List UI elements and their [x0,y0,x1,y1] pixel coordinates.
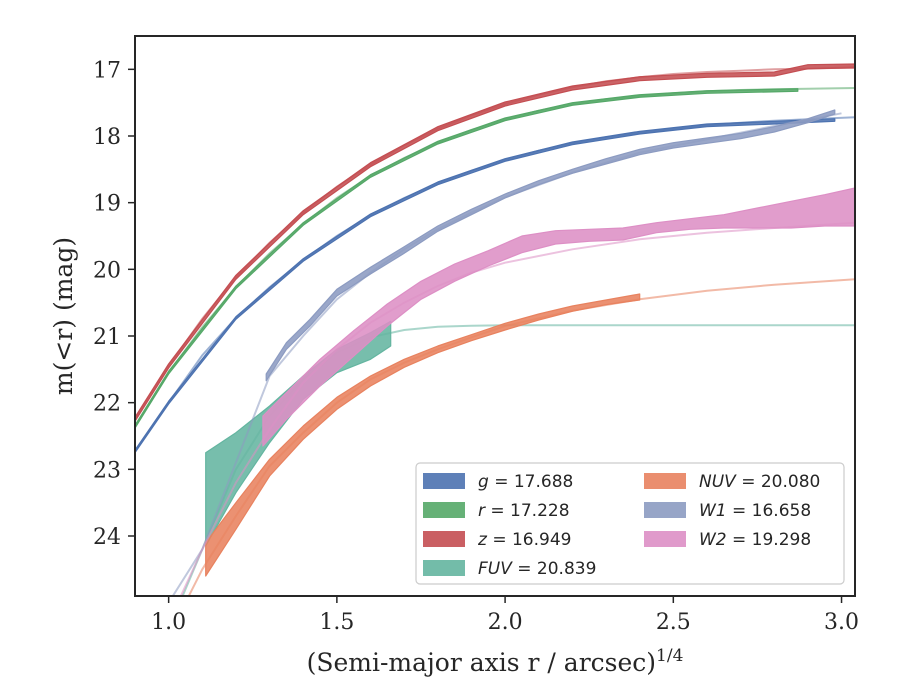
x-tick-label: 3.0 [824,610,859,635]
legend-frame [415,462,845,585]
series-z [135,63,855,422]
legend-swatch-g [423,473,465,489]
series-w1 [171,109,842,596]
data-band-w2 [262,187,855,447]
series-layer [135,63,855,596]
series-r [135,87,855,429]
series-g [135,116,855,454]
legend-label-g: g = 17.688 [478,472,573,492]
x-tick-label: 2.0 [488,610,523,635]
legend-swatch-fuv [423,560,465,576]
y-axis: 17 18 19 20 21 22 23 24 [93,58,135,550]
legend-swatch-w1 [644,502,686,518]
legend: g = 17.688 r = 17.228 z = 16.949 FUV = 20.8… [415,462,845,585]
x-tick-label: 1.0 [151,610,186,635]
y-tick-label: 20 [93,258,121,283]
y-tick-label: 22 [93,392,121,417]
y-tick-label: 21 [93,325,121,350]
data-band-r [135,88,799,429]
model-curve-g [135,116,855,452]
y-tick-label: 24 [93,525,121,550]
y-tick-label: 18 [93,125,121,150]
legend-label-nuv: NUV = 20.080 [699,472,820,492]
x-axis-label: (Semi-major axis r / arcsec)1/4 [307,646,684,677]
data-band-g [135,118,836,454]
data-band-z [135,63,855,422]
series-w2 [179,187,855,596]
model-curve-z [135,66,855,420]
legend-label-z: z = 16.949 [477,530,571,550]
y-tick-label: 23 [93,458,121,483]
x-tick-label: 1.5 [319,610,354,635]
model-curve-w1 [171,112,842,596]
legend-label-w2: W2 = 19.298 [699,530,811,550]
data-band-w1 [265,109,836,382]
plot-frame [134,35,856,597]
legend-label-fuv: FUV = 20.839 [478,559,596,579]
legend-label-w1: W1 = 16.658 [699,501,811,521]
legend-swatch-z [423,531,465,547]
legend-swatch-nuv [644,473,686,489]
legend-swatch-w2 [644,531,686,547]
legend-label-r: r = 17.228 [478,501,570,521]
y-tick-label: 17 [93,58,121,83]
series-nuv [187,278,855,596]
x-axis: 1.0 1.5 2.0 2.5 3.0 [151,596,859,635]
y-tick-label: 19 [93,192,121,217]
y-axis-label: m(<r) (mag) [49,237,78,395]
legend-swatch-r [423,502,465,518]
data-band-fuv [205,320,392,547]
data-band-nuv [205,293,641,577]
x-tick-label: 2.5 [656,610,691,635]
